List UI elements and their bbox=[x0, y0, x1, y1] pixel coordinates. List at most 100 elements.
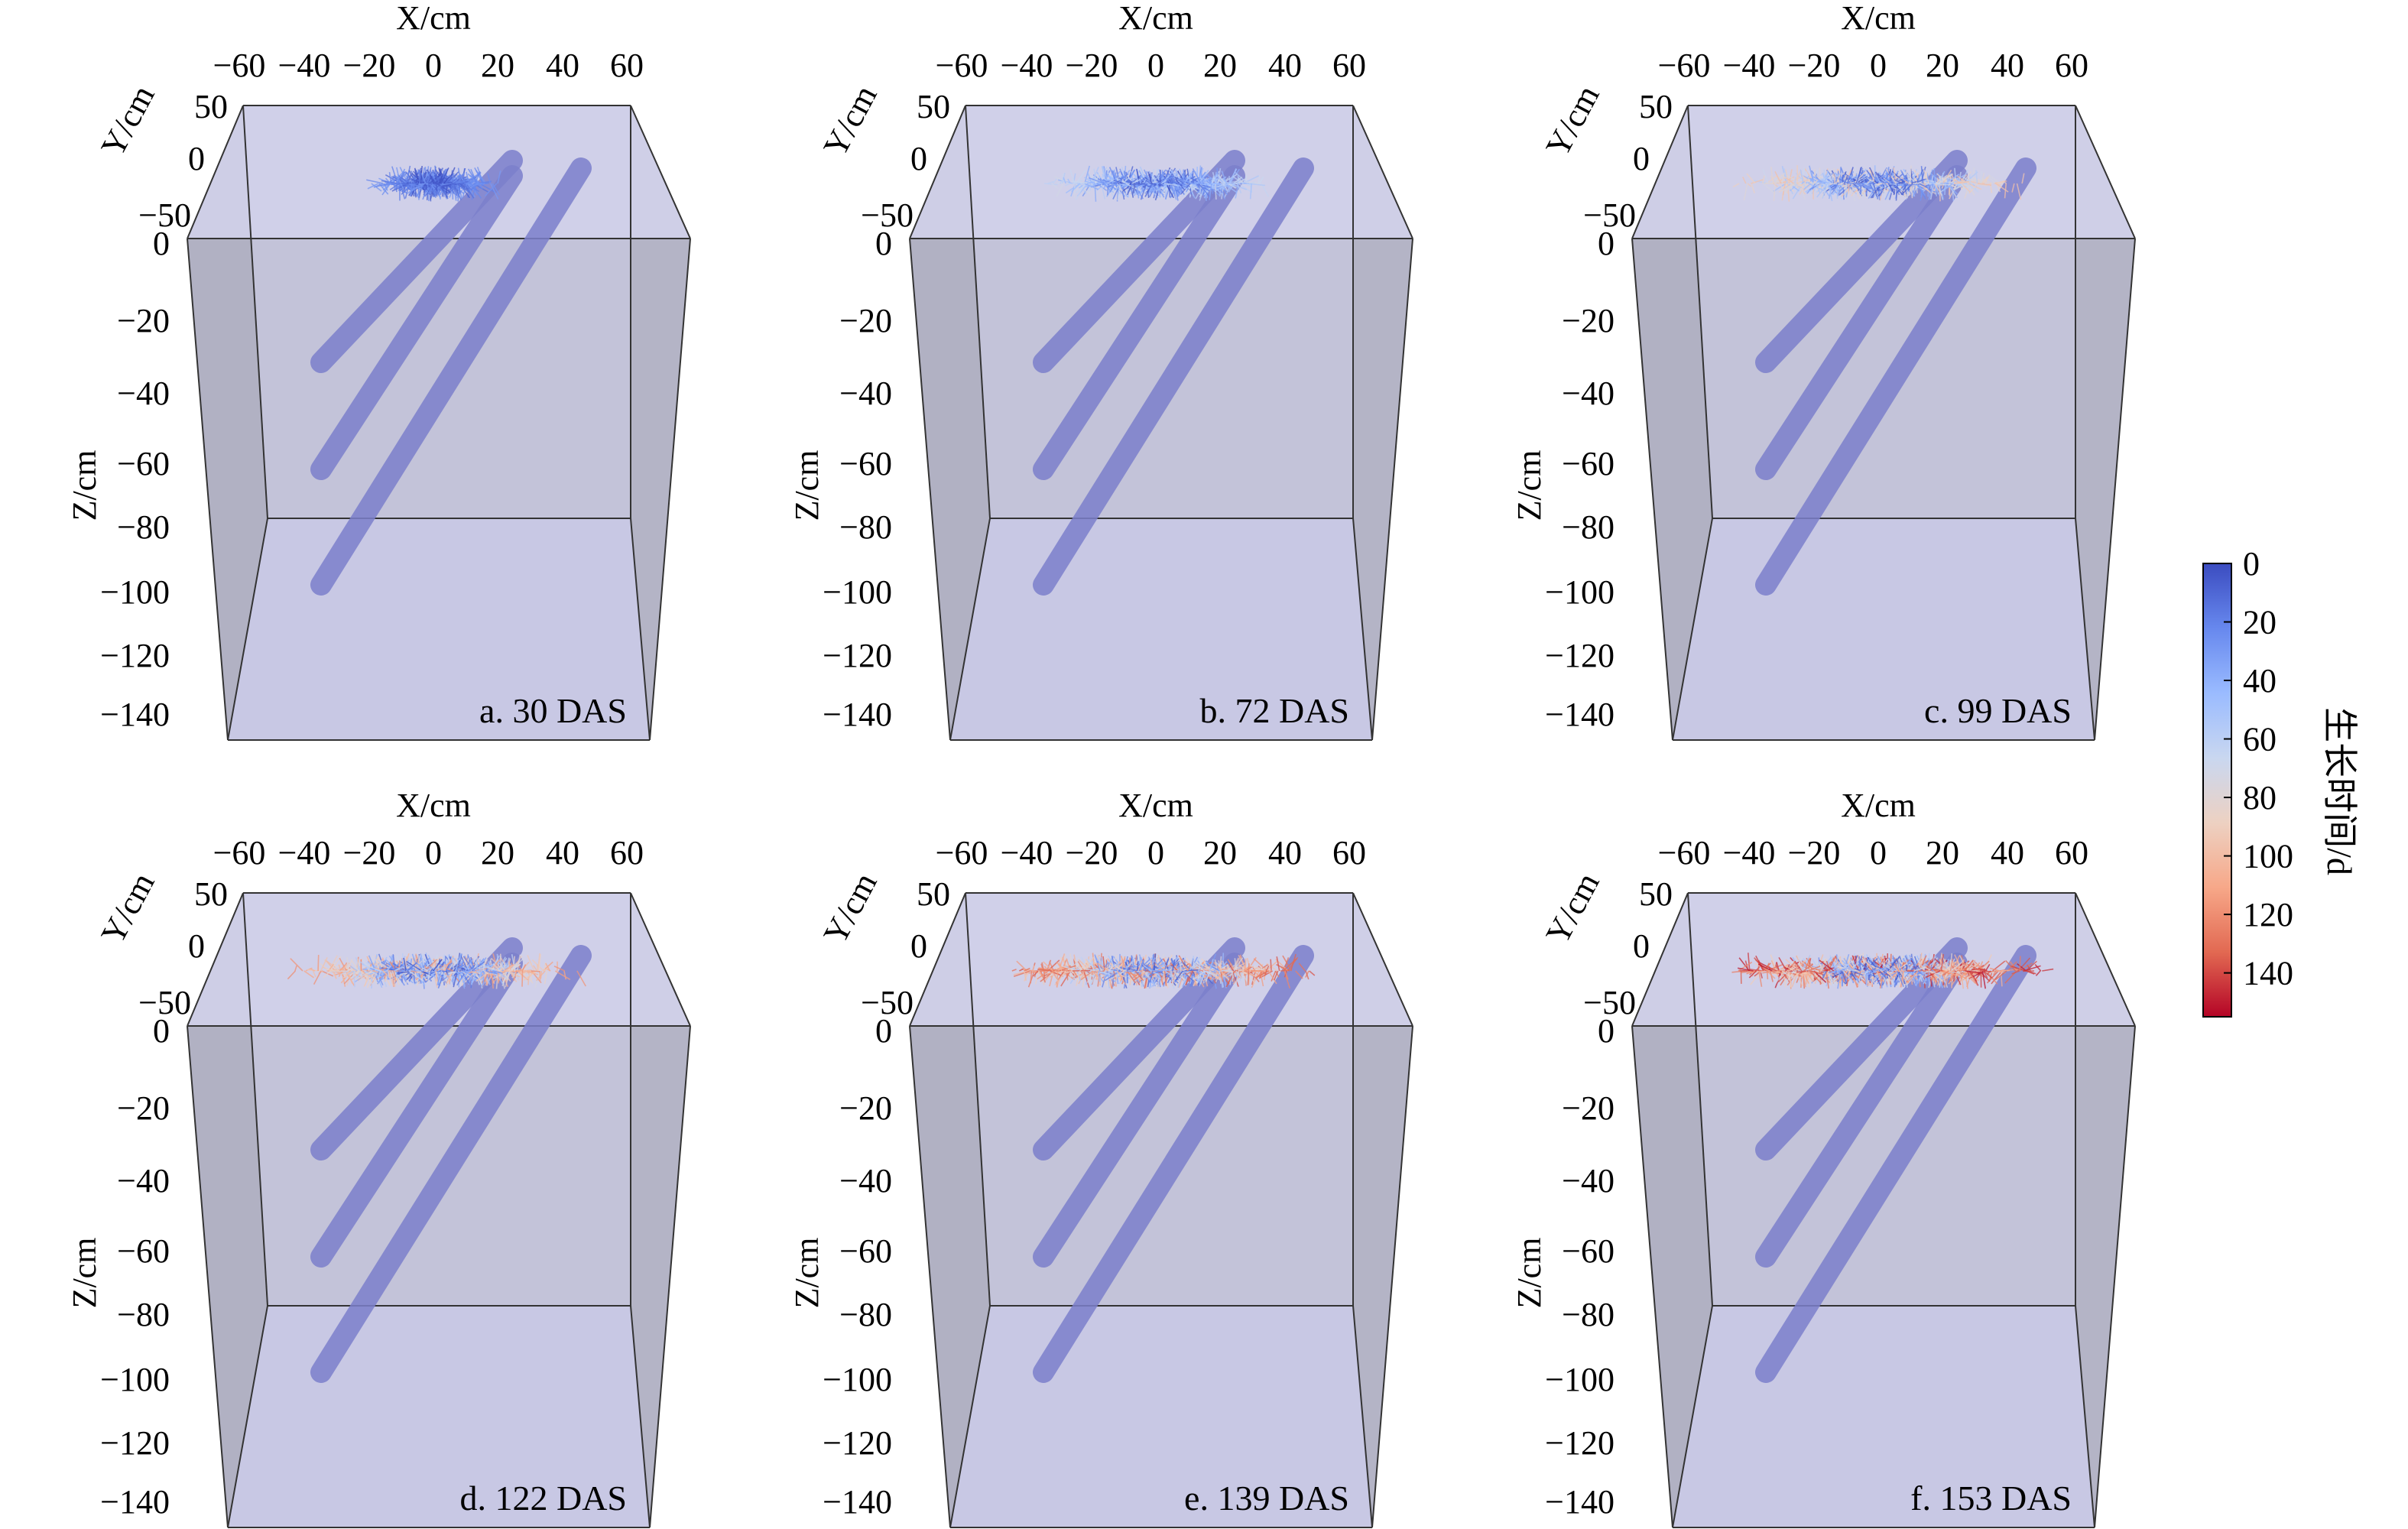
z-tick-label: −20 bbox=[117, 302, 170, 339]
root-segment bbox=[1100, 178, 1106, 184]
root-segment bbox=[1151, 174, 1160, 184]
root-segment bbox=[1149, 174, 1153, 184]
z-tick-label: −100 bbox=[100, 1361, 170, 1398]
root-segment bbox=[492, 183, 501, 196]
root-segment bbox=[1056, 183, 1064, 197]
z-tick-label: −60 bbox=[1562, 445, 1615, 482]
panel-c: −60 −40 −20 0 20 40 60X/cm500−50Y/cm0−20−40−60… bbox=[1511, 0, 2136, 741]
z-axis-label: Z/cm bbox=[66, 1238, 103, 1309]
x-tick-label: 40 bbox=[546, 47, 579, 84]
y-tick-label: 0 bbox=[188, 927, 205, 965]
root-segment bbox=[317, 954, 320, 972]
minirhizotron-tube bbox=[1755, 150, 1968, 373]
root-system bbox=[1043, 165, 1270, 202]
root-segment bbox=[1149, 183, 1160, 193]
z-tick-label: −80 bbox=[117, 508, 170, 546]
root-segment bbox=[433, 177, 446, 184]
z-tick-label: −80 bbox=[1562, 508, 1615, 546]
box-edge bbox=[1371, 238, 1413, 741]
root-segment bbox=[1179, 183, 1185, 190]
x-tick-label: −20 bbox=[343, 834, 396, 872]
minirhizotron-tube bbox=[1755, 165, 1968, 480]
root-segment bbox=[1200, 177, 1212, 184]
root-segment bbox=[1064, 183, 1070, 187]
box-edge bbox=[187, 105, 244, 239]
root-system bbox=[1732, 165, 2025, 202]
root-segment bbox=[1112, 170, 1121, 184]
box-edge bbox=[649, 238, 691, 741]
root-segment bbox=[1221, 170, 1228, 184]
root-segment bbox=[1209, 183, 1212, 200]
root-segment bbox=[1075, 183, 1087, 194]
box-edge bbox=[1352, 518, 1373, 741]
x-axis-label: X/cm bbox=[1118, 0, 1193, 37]
root-segment bbox=[1150, 183, 1154, 191]
box-top-face bbox=[1632, 106, 2135, 239]
root-segment bbox=[450, 183, 455, 194]
root-segment bbox=[1106, 183, 1117, 190]
root-segment bbox=[1071, 180, 1086, 184]
root-segment bbox=[411, 183, 423, 188]
z-tick-label: −20 bbox=[1562, 302, 1615, 339]
x-tick-label: 60 bbox=[610, 834, 644, 872]
x-tick-label: 0 bbox=[425, 47, 442, 84]
z-tick-label: −40 bbox=[1562, 375, 1615, 412]
z-tick-label: −140 bbox=[1545, 696, 1615, 733]
root-segment bbox=[385, 177, 391, 184]
root-segment bbox=[1175, 178, 1180, 184]
root-segment bbox=[389, 183, 401, 190]
y-tick-label: 50 bbox=[917, 88, 950, 125]
root-segment bbox=[531, 970, 540, 972]
x-tick-label: −40 bbox=[278, 834, 331, 872]
root-segment bbox=[436, 183, 438, 197]
x-tick-label: 20 bbox=[481, 834, 514, 872]
root-segment bbox=[1108, 167, 1118, 184]
root-segment bbox=[470, 183, 482, 199]
root-segment bbox=[1174, 177, 1185, 184]
root-segment bbox=[410, 183, 413, 191]
root-segment bbox=[400, 183, 404, 189]
root-segment bbox=[1813, 169, 1816, 184]
panels: −60 −40 −20 0 20 40 60X/cm500−50Y/cm0−20−40−60… bbox=[66, 0, 2136, 1528]
minirhizotron-tube bbox=[1755, 157, 2036, 596]
root-segment bbox=[397, 171, 406, 184]
root-segment bbox=[1142, 183, 1150, 187]
root-segment bbox=[1217, 179, 1224, 184]
root-segment bbox=[1222, 183, 1228, 191]
box-top-face bbox=[187, 106, 690, 239]
root-segment bbox=[1158, 183, 1164, 187]
root-segment bbox=[1209, 177, 1211, 184]
root-segment bbox=[1211, 177, 1215, 184]
root-segment bbox=[1228, 175, 1232, 184]
box-edge bbox=[1352, 105, 1413, 239]
root-segment bbox=[1140, 183, 1147, 200]
root-segment bbox=[1246, 183, 1266, 187]
root-segment bbox=[1098, 178, 1111, 184]
box-right-face bbox=[631, 106, 690, 740]
root-segment bbox=[1095, 172, 1100, 184]
root-segment bbox=[456, 183, 466, 190]
z-tick-label: −140 bbox=[823, 696, 892, 733]
root-segment bbox=[487, 173, 492, 184]
root-segment bbox=[1981, 177, 1993, 184]
panel-b: −60 −40 −20 0 20 40 60X/cm500−50Y/cm0−20−40−60… bbox=[788, 0, 1413, 741]
z-tick-label: 0 bbox=[153, 1012, 170, 1050]
root-segment bbox=[1156, 183, 1161, 198]
root-segment bbox=[1116, 183, 1125, 187]
root-segment bbox=[405, 183, 414, 188]
root-segment bbox=[1140, 183, 1147, 187]
root-segment bbox=[463, 183, 475, 199]
x-tick-label: −60 bbox=[1658, 47, 1711, 84]
x-tick-label: −60 bbox=[213, 834, 266, 872]
box-edge bbox=[630, 105, 691, 239]
root-segment bbox=[1210, 183, 1222, 195]
box-right-face bbox=[1353, 106, 1413, 740]
x-tick-label: 20 bbox=[1203, 47, 1237, 84]
z-tick-label: −60 bbox=[117, 1232, 170, 1270]
root-system bbox=[366, 165, 501, 202]
root-segment bbox=[1259, 176, 1264, 184]
panel-a: −60 −40 −20 0 20 40 60X/cm500−50Y/cm0−20−40−60… bbox=[66, 0, 691, 741]
root-segment bbox=[437, 178, 444, 184]
root-segment bbox=[1100, 183, 1106, 200]
root-segment bbox=[467, 168, 478, 184]
